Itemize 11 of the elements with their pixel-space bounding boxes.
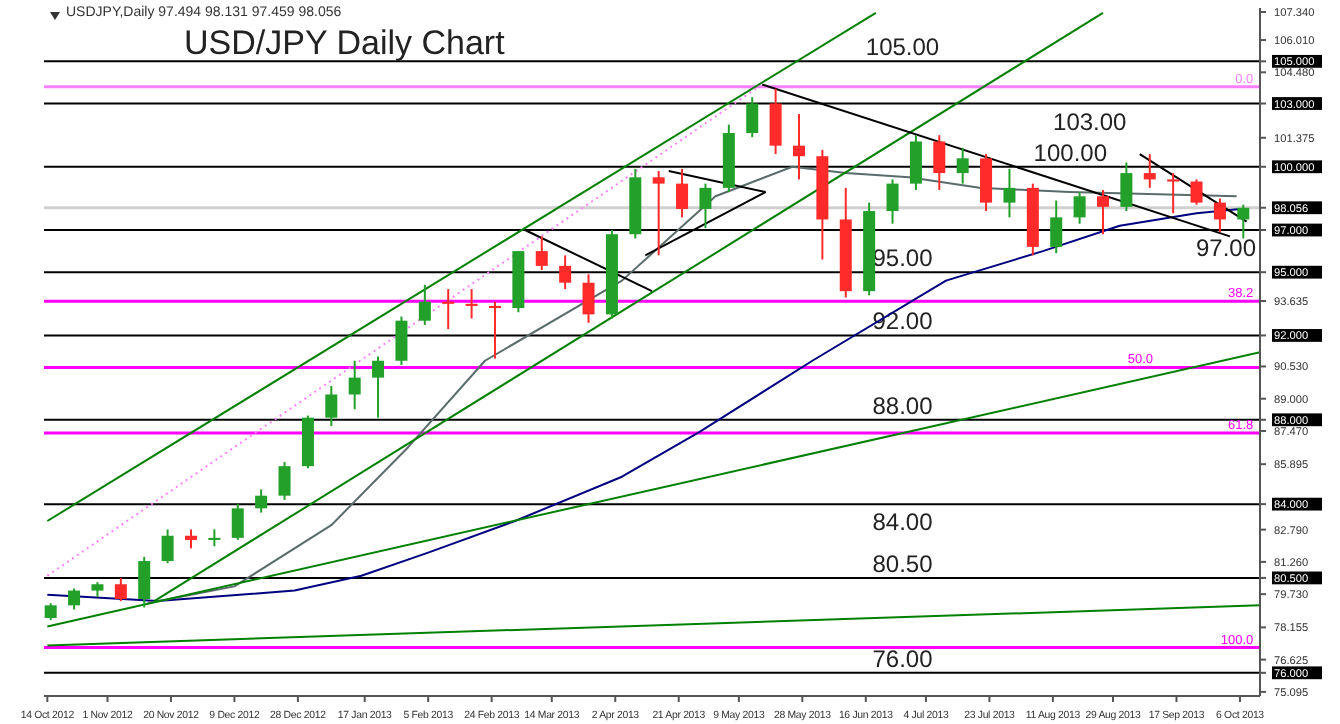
ref-line-label: 92.00 (872, 307, 934, 336)
ref-line-label: 100.00 (1033, 138, 1108, 167)
ref-line-label: 84.00 (872, 508, 934, 537)
ref-line-label: 76.00 (872, 644, 934, 673)
ref-line-label: 97.00 (1195, 234, 1257, 263)
ref-line-label: 88.00 (872, 391, 934, 420)
ref-line-label: 95.00 (872, 244, 934, 273)
ref-line-label: 80.50 (872, 549, 934, 578)
text: USD/JPY Daily Chart (184, 24, 505, 64)
ref-line-label: 103.00 (1053, 107, 1128, 136)
ref-line-label: 105.00 (865, 33, 940, 62)
